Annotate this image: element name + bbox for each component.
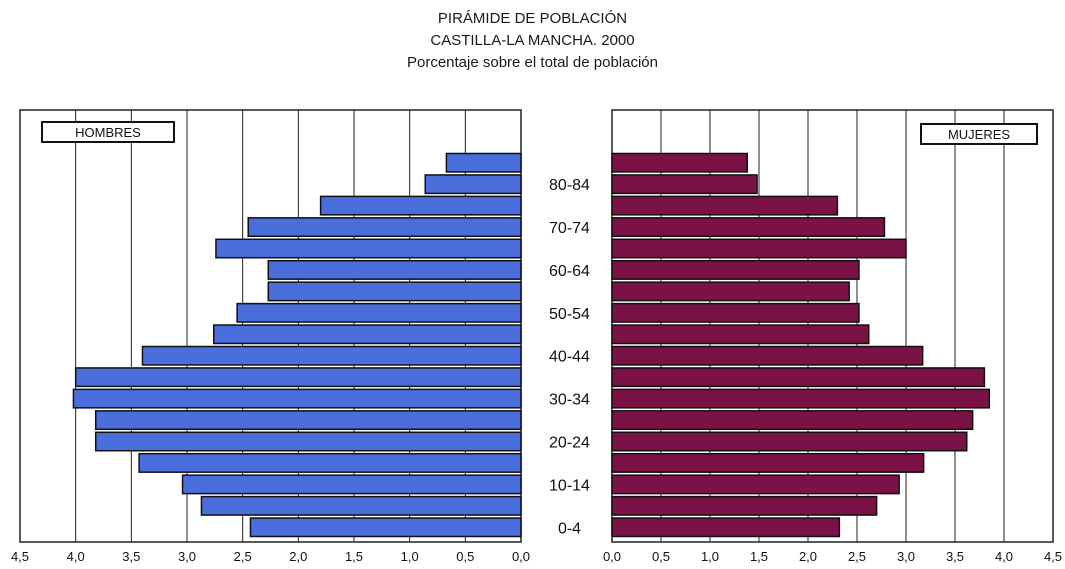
age-label: 40-44 [549, 349, 590, 366]
chart-subtitle: CASTILLA-LA MANCHA. 2000 [430, 32, 635, 49]
x-tick-label-mujeres: 1,5 [750, 549, 768, 564]
x-tick-label-mujeres: 1,0 [701, 549, 719, 564]
x-tick-label-hombres: 0,5 [456, 549, 474, 564]
bar-hombres [247, 217, 522, 238]
x-tick-label-hombres: 3,0 [178, 549, 196, 564]
bar-hombres [267, 281, 522, 302]
bar-mujeres [611, 238, 907, 259]
bar-mujeres [611, 495, 878, 516]
bar-hombres [72, 388, 522, 409]
bar-hombres [94, 410, 522, 431]
x-tick-label-hombres: 3,5 [122, 549, 140, 564]
age-label: 50-54 [549, 306, 590, 323]
bar-hombres [141, 345, 522, 366]
bar-mujeres [611, 324, 870, 345]
bar-hombres [181, 474, 522, 495]
age-label: 0-4 [558, 520, 581, 537]
age-label: 20-24 [549, 435, 590, 452]
age-label: 10-14 [549, 477, 590, 494]
bar-mujeres [611, 474, 900, 495]
bar-hombres [267, 259, 522, 280]
bar-mujeres [611, 367, 986, 388]
chart-caption: Porcentaje sobre el total de población [406, 54, 658, 71]
bar-hombres [94, 431, 522, 452]
bar-mujeres [611, 259, 860, 280]
x-tick-label-mujeres: 0,0 [603, 549, 621, 564]
legend-box-hombres [41, 121, 175, 143]
x-tick-label-hombres: 4,0 [67, 549, 85, 564]
x-tick-label-mujeres: 4,5 [1044, 549, 1062, 564]
bar-mujeres [611, 345, 924, 366]
bar-hombres [424, 174, 522, 195]
chart-title: PIRÁMIDE DE POBLACIÓN [437, 10, 628, 27]
x-tick-label-hombres: 2,5 [234, 549, 252, 564]
age-label: 30-34 [549, 392, 590, 409]
bar-mujeres [611, 410, 974, 431]
bar-hombres [236, 302, 522, 323]
age-label: 70-74 [549, 220, 590, 237]
bar-mujeres [611, 302, 860, 323]
bar-hombres [200, 495, 522, 516]
bar-mujeres [611, 217, 886, 238]
bar-hombres [215, 238, 522, 259]
bar-mujeres [611, 152, 748, 173]
bar-mujeres [611, 281, 850, 302]
x-tick-label-mujeres: 2,5 [848, 549, 866, 564]
bar-mujeres [611, 452, 925, 473]
bar-mujeres [611, 174, 758, 195]
x-tick-label-mujeres: 0,5 [652, 549, 670, 564]
x-tick-label-hombres: 4,5 [11, 549, 29, 564]
legend-box-mujeres [920, 123, 1038, 145]
x-tick-label-hombres: 1,5 [345, 549, 363, 564]
x-tick-label-hombres: 0,0 [512, 549, 530, 564]
bar-hombres [74, 367, 522, 388]
bar-hombres [445, 152, 522, 173]
bar-mujeres [611, 517, 841, 538]
x-tick-label-mujeres: 2,0 [799, 549, 817, 564]
bar-hombres [138, 452, 522, 473]
legend-label-mujeres: MUJERES [948, 127, 1010, 142]
age-label: 60-64 [549, 263, 590, 280]
x-tick-label-mujeres: 3,0 [897, 549, 915, 564]
x-tick-label-mujeres: 4,0 [995, 549, 1013, 564]
x-tick-label-hombres: 1,0 [401, 549, 419, 564]
bar-mujeres [611, 388, 991, 409]
bar-mujeres [611, 195, 839, 216]
bar-hombres [212, 324, 522, 345]
bar-hombres [319, 195, 522, 216]
bar-mujeres [611, 431, 968, 452]
age-label: 80-84 [549, 177, 590, 194]
chart-titles: PIRÁMIDE DE POBLACIÓN CASTILLA-LA MANCHA… [0, 8, 1065, 74]
x-tick-label-hombres: 2,0 [289, 549, 307, 564]
x-tick-label-mujeres: 3,5 [946, 549, 964, 564]
legend-label-hombres: HOMBRES [75, 125, 141, 140]
bar-hombres [249, 517, 522, 538]
